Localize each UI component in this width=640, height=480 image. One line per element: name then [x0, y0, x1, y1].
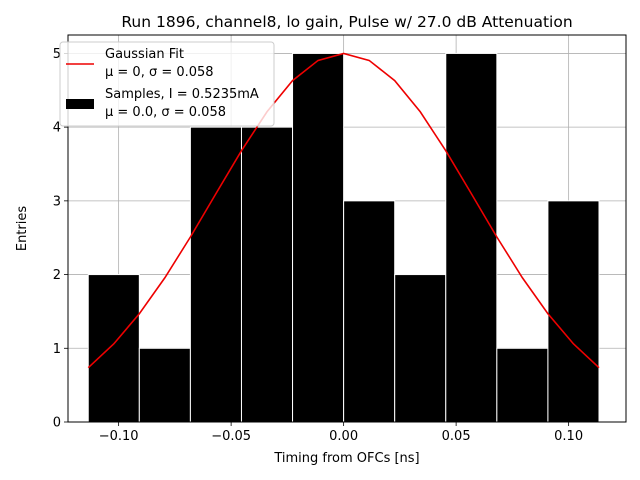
histogram-bars [87, 52, 600, 423]
legend: Gaussian Fit μ = 0, σ = 0.058 Samples, I… [59, 41, 275, 127]
y-tick-label: 3 [53, 194, 61, 209]
x-tick-label: −0.10 [99, 429, 139, 444]
histogram-bar [547, 200, 600, 423]
y-tick-label: 0 [53, 416, 61, 431]
histogram-bar [445, 52, 498, 423]
x-tick-label: 0.10 [554, 429, 583, 444]
y-tick-label: 2 [53, 268, 61, 283]
histogram-bar [292, 52, 345, 423]
y-tick-label: 4 [53, 121, 61, 136]
x-tick-label: 0.05 [442, 429, 471, 444]
histogram-bar [496, 347, 549, 423]
chart-title: Run 1896, channel8, lo gain, Pulse w/ 27… [121, 13, 572, 31]
x-tick-label: 0.00 [329, 429, 358, 444]
legend-box [59, 41, 275, 127]
fit-curve [87, 52, 600, 369]
x-tick-label: −0.05 [211, 429, 251, 444]
y-tick-label: 1 [53, 342, 61, 357]
gaussian-fit [87, 52, 600, 369]
axis-ticks: −0.10 −0.05 0.00 0.05 0.10 0 1 2 3 4 5 [53, 47, 583, 444]
histogram-bar [394, 274, 447, 423]
histogram-bar [189, 126, 242, 423]
plot-frame [67, 34, 627, 423]
y-tick-label: 5 [53, 47, 61, 62]
legend-samples-swatch [66, 99, 94, 109]
histogram-bar [240, 126, 294, 423]
y-axis-label: Entries [15, 206, 30, 252]
legend-samples-label: Samples, I = 0.5235mA [105, 87, 259, 102]
histogram-bar [343, 200, 396, 423]
x-axis-label: Timing from OFCs [ns] [273, 451, 419, 466]
legend-fit-params: μ = 0, σ = 0.058 [105, 65, 214, 80]
histogram-bar [138, 347, 191, 423]
legend-fit-label: Gaussian Fit [105, 47, 184, 62]
legend-samples-params: μ = 0.0, σ = 0.058 [105, 105, 226, 120]
histogram-bar [87, 274, 140, 423]
